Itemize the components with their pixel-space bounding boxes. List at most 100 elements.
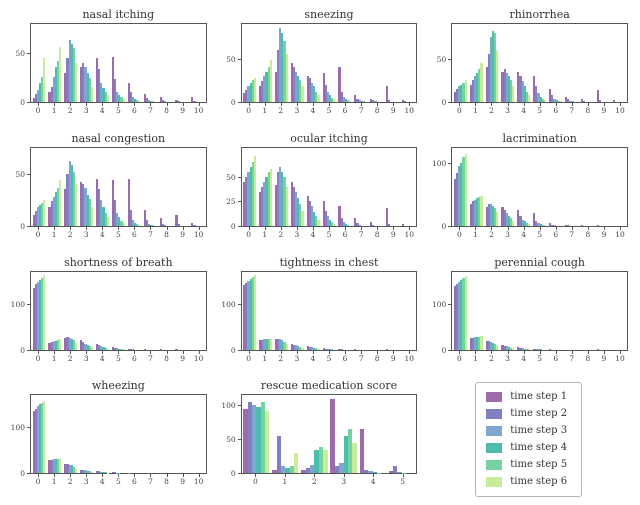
- bar-group-4: [95, 148, 111, 226]
- bar-time-step-5: [299, 347, 302, 350]
- legend-box: time step 1 time step 2 time step 3 time st…: [475, 381, 583, 497]
- x-tick-label: 0: [451, 226, 467, 239]
- bar-time-step-3: [521, 81, 524, 102]
- y-tick-label: 0: [230, 98, 236, 107]
- bar-time-step-1: [338, 67, 341, 102]
- bar-group-5: [321, 272, 337, 350]
- x-tick-label: 1: [270, 474, 299, 486]
- bar-time-step-3: [116, 348, 119, 350]
- x-axis: 0 1 2 3 4 5 6 7 8 9 10: [8, 226, 207, 239]
- bar-group-1: [47, 272, 63, 350]
- bar-time-step-1: [453, 178, 456, 226]
- x-tick-label: 0: [451, 103, 467, 115]
- y-tick: [448, 163, 452, 165]
- bar-time-step-1: [159, 218, 162, 226]
- legend-label: time step 6: [510, 475, 568, 487]
- plot-body: 0 50: [219, 23, 418, 107]
- bar-time-step-5: [56, 61, 60, 102]
- bar-time-step-5: [318, 447, 324, 474]
- bar-time-step-2: [50, 200, 53, 226]
- bar-time-step-3: [553, 98, 556, 102]
- legend-entry-3: time step 3: [486, 425, 567, 437]
- bar-group-10: [611, 148, 627, 226]
- bar-time-step-2: [66, 337, 69, 350]
- bar-time-step-3: [36, 207, 39, 226]
- bar-time-step-3: [537, 349, 540, 350]
- x-tick-label: 7: [353, 350, 369, 363]
- bar-time-step-4: [344, 98, 347, 102]
- x-tick-label: 5: [110, 226, 126, 239]
- bar-time-step-5: [494, 208, 497, 226]
- x-tick-label: 9: [385, 103, 401, 115]
- bar-time-step-2: [393, 466, 398, 474]
- plot-area: [451, 23, 628, 103]
- bar-time-step-1: [453, 286, 456, 350]
- bar-time-step-1: [272, 469, 277, 474]
- bar-time-step-3: [52, 196, 55, 226]
- bar-time-step-1: [48, 92, 51, 102]
- bar-time-step-3: [326, 215, 329, 226]
- bar-time-step-1: [533, 76, 536, 102]
- plot-area: [451, 146, 628, 227]
- bar-time-step-3: [68, 464, 71, 474]
- bar-group-10: [611, 272, 627, 350]
- plot-area: [240, 394, 418, 475]
- bar-time-step-4: [476, 197, 479, 226]
- bar-group-0: [31, 148, 47, 226]
- bar-group-4: [95, 395, 111, 474]
- bar-time-step-1: [175, 349, 178, 350]
- bar-time-step-2: [114, 347, 117, 350]
- bar-time-step-1: [111, 179, 115, 226]
- bar-group-5: [532, 148, 548, 226]
- bar-time-step-5: [72, 48, 75, 102]
- bar-group-0: [242, 148, 258, 226]
- bar-time-step-5: [104, 472, 107, 474]
- bar-time-step-3: [84, 343, 87, 350]
- bar-time-step-1: [580, 225, 583, 226]
- bar-time-step-1: [290, 344, 293, 350]
- bar-group-6: [337, 148, 353, 226]
- bar-time-step-2: [261, 339, 264, 350]
- bar-time-step-5: [462, 157, 465, 226]
- bar-time-step-2: [177, 101, 180, 102]
- bar-time-step-4: [281, 32, 284, 102]
- y-tick-label: 0: [441, 345, 447, 355]
- x-axis: 0 1 2 3 4 5 6 7 8 9 10: [219, 350, 418, 363]
- subplot-ocular-itching: ocular itching 0 25 50 0 1 2 3 4 5 6 7 8 9 10: [219, 132, 418, 252]
- x-tick-label: 0: [30, 474, 46, 486]
- bar-time-step-1: [306, 345, 309, 350]
- bar-time-step-2: [82, 342, 85, 350]
- legend-label: time step 5: [510, 458, 568, 470]
- subplot-rescue-medication-score: rescue medication score 0 50 100 0 1 2 3 4 5: [219, 379, 418, 499]
- bar-time-step-5: [510, 79, 513, 102]
- bar-time-step-1: [549, 89, 552, 102]
- bar-time-step-1: [243, 93, 246, 102]
- bar-time-step-1: [48, 207, 51, 226]
- x-tick-label: 2: [483, 226, 499, 239]
- x-tick-label: 1: [46, 474, 62, 486]
- bar-time-step-6: [253, 155, 256, 226]
- bar-time-step-6: [138, 101, 141, 102]
- bar-group-10: [611, 24, 627, 102]
- bar-time-step-5: [88, 77, 91, 102]
- x-tick-label: 10: [191, 350, 207, 363]
- bar-time-step-1: [143, 210, 146, 226]
- bar-time-step-5: [494, 32, 497, 102]
- bar-time-step-2: [519, 347, 522, 350]
- bar-time-step-5: [315, 348, 318, 350]
- bar-time-step-5: [251, 162, 254, 226]
- bar-time-step-1: [485, 341, 488, 350]
- bar-time-step-2: [356, 222, 359, 226]
- bar-time-step-2: [567, 225, 570, 226]
- bar-time-step-4: [555, 100, 558, 102]
- x-tick-label: 5: [321, 226, 337, 239]
- x-tick-label: 9: [596, 350, 612, 363]
- y-tick-label: 0: [230, 469, 236, 479]
- bar-time-step-4: [460, 163, 463, 226]
- bar-time-step-1: [48, 342, 51, 350]
- plot-title-nasal-itching: nasal itching: [82, 8, 155, 21]
- bar-group-1: [258, 148, 274, 226]
- bar-time-step-1: [322, 72, 325, 102]
- bar-time-step-2: [261, 81, 264, 102]
- legend-label: time step 2: [510, 407, 568, 419]
